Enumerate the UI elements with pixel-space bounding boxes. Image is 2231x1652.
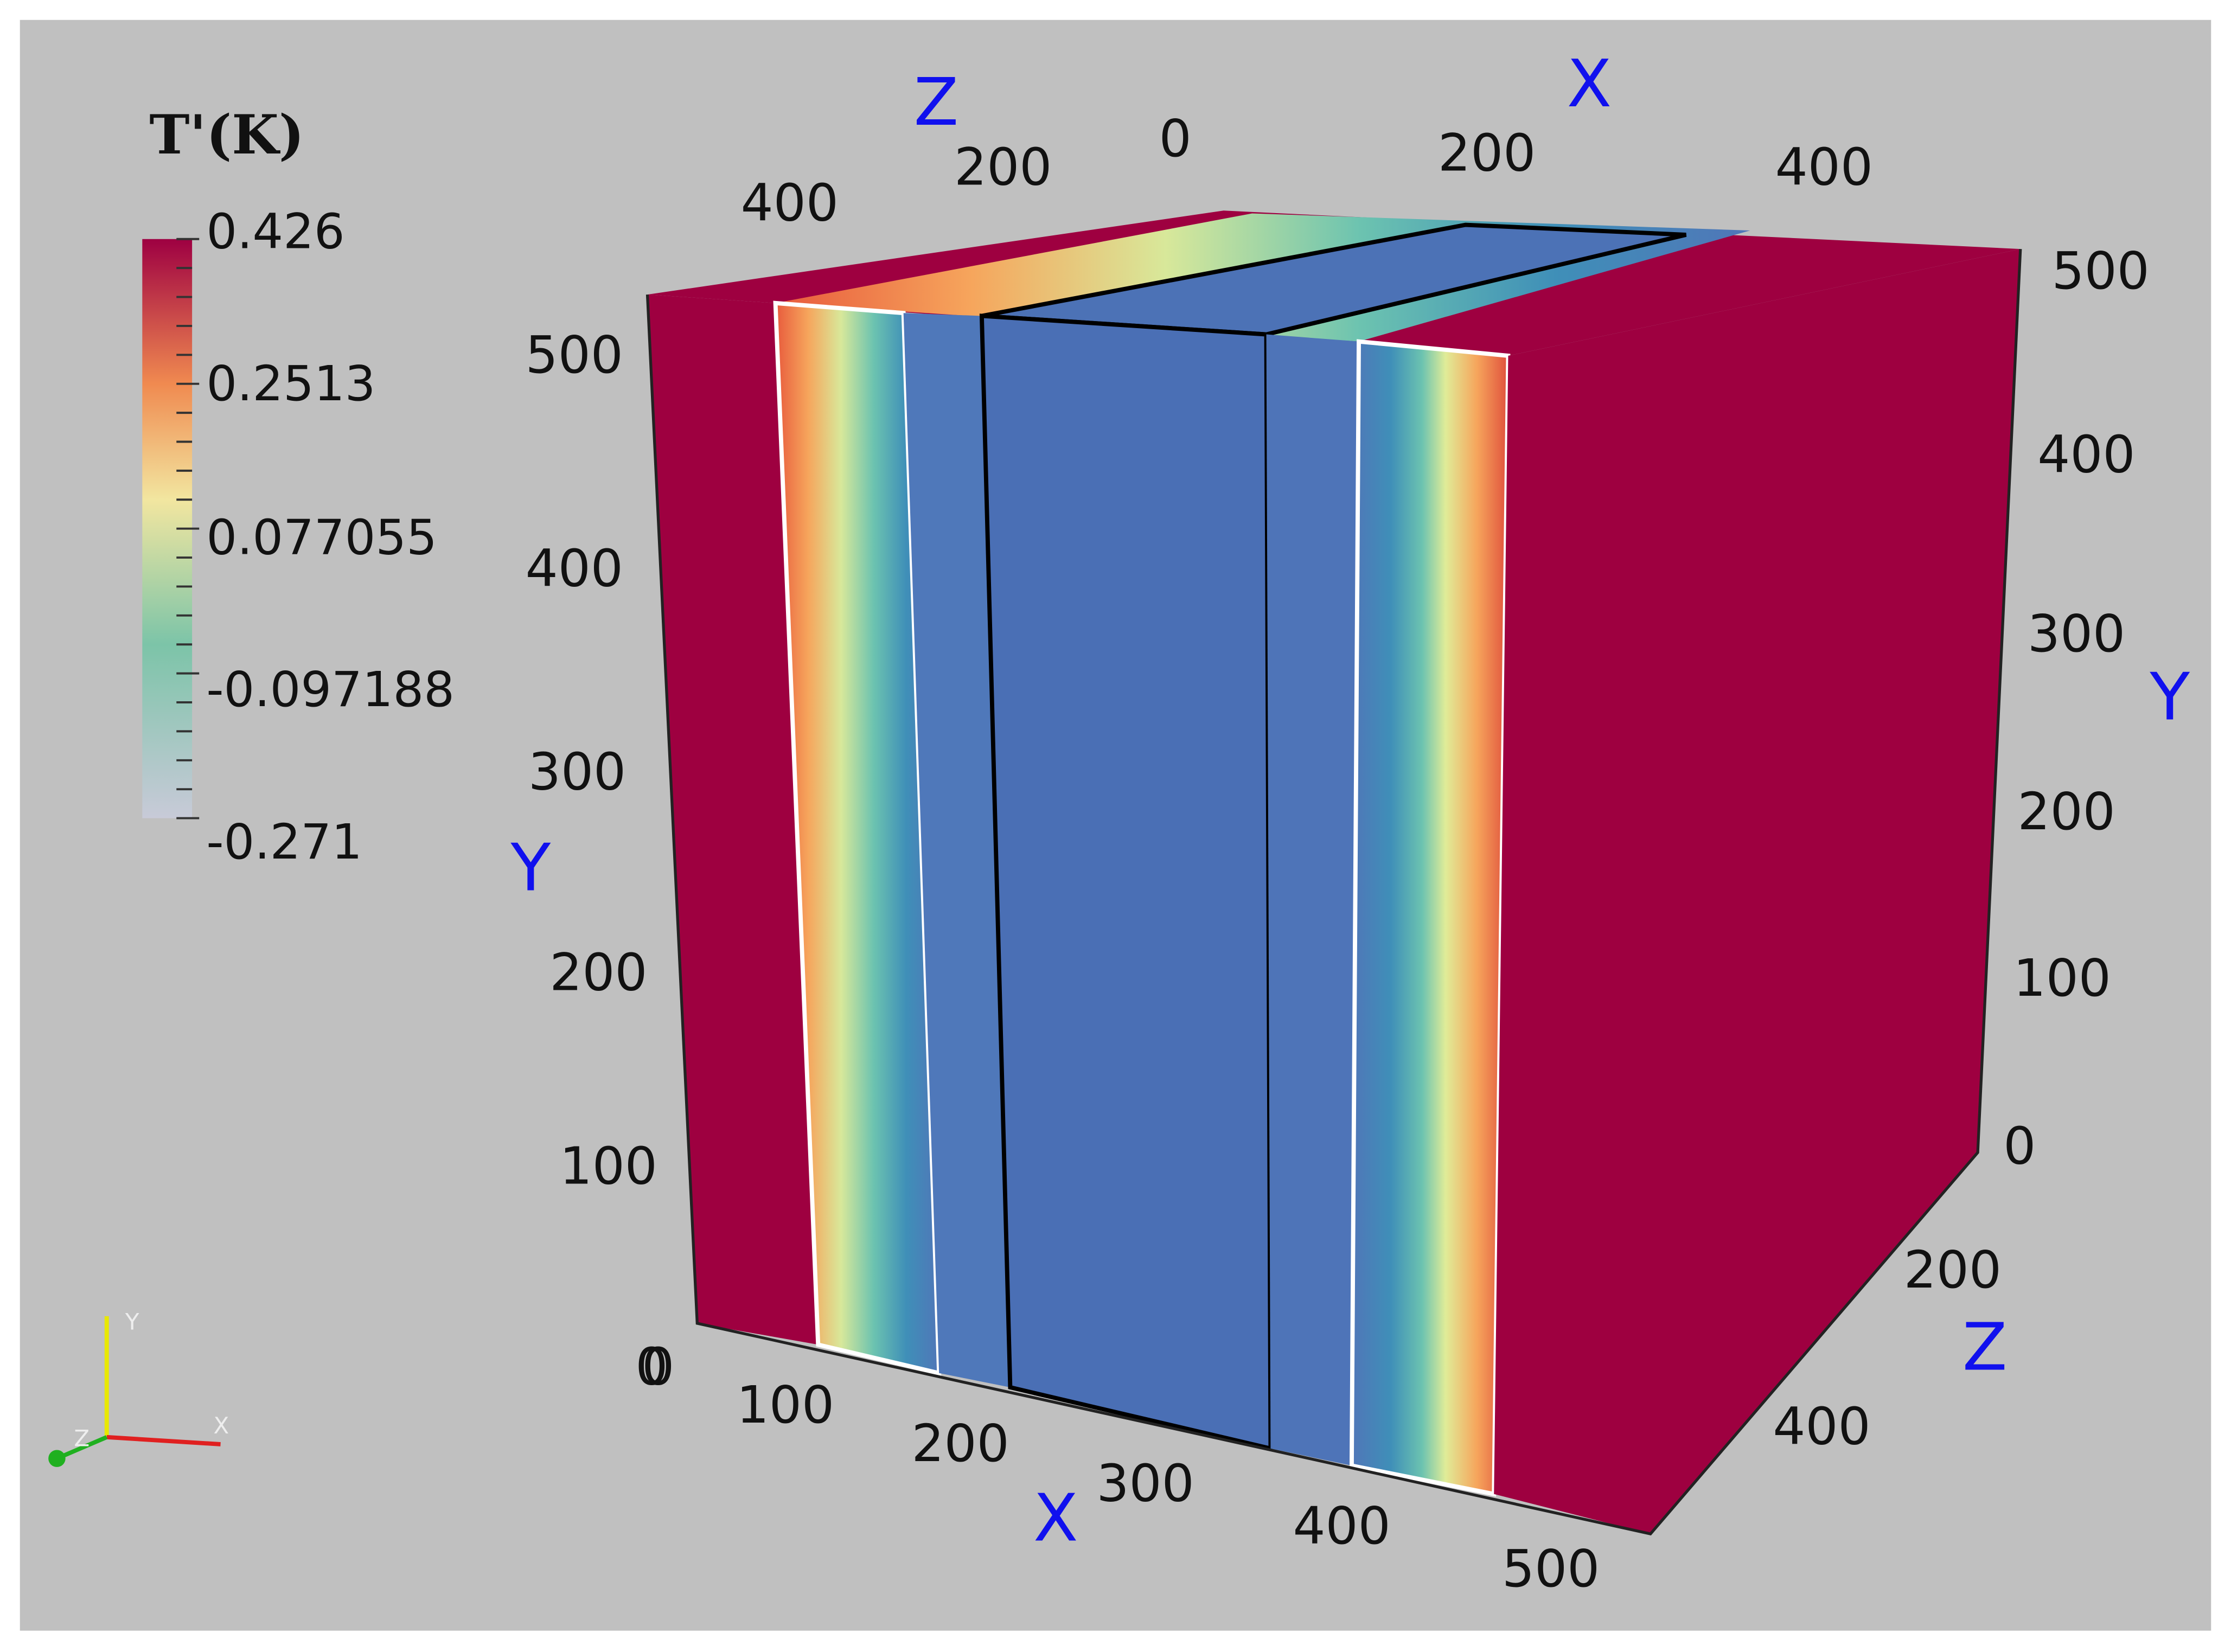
tick-label: 0 <box>642 1337 674 1397</box>
tick-label: 400 <box>741 173 839 233</box>
tick-label: 200 <box>954 138 1052 197</box>
blue-slab <box>903 313 1011 1388</box>
colorbar-label: -0.097188 <box>206 662 455 718</box>
right-face <box>1494 249 2021 1534</box>
tick-label: 0 <box>635 1337 668 1397</box>
orientation-z <box>56 1435 108 1461</box>
axis-edge <box>645 249 2022 1536</box>
orientation-label: X <box>213 1412 229 1439</box>
axis-title: Y <box>2149 659 2190 735</box>
tick-label: 100 <box>560 1136 657 1196</box>
tick-label: 200 <box>2018 782 2115 842</box>
tick-label: 100 <box>737 1375 834 1435</box>
axis-title: Z <box>914 65 959 140</box>
colorbar-label: 0.426 <box>206 203 344 260</box>
tick-label: 500 <box>2051 241 2149 301</box>
tick-label: 300 <box>2028 604 2125 664</box>
tick-label: 200 <box>549 943 647 1003</box>
orientation-x <box>106 1435 221 1446</box>
tick-label: 200 <box>1438 123 1536 183</box>
blue-slab <box>1266 334 1359 1466</box>
colorbar-label: 0.077055 <box>206 509 437 566</box>
left-slab <box>773 300 942 1376</box>
tick-label: 200 <box>911 1414 1009 1474</box>
labels: T'(K) 0.426 0.2513 0.077055 -0.097188 -0.271 Z… <box>74 46 2190 1599</box>
tick-label: 500 <box>1502 1539 1600 1599</box>
colorbar-label: -0.271 <box>206 814 362 870</box>
left-face <box>647 294 819 1345</box>
tick-label: 300 <box>528 742 626 802</box>
axis-title: Y <box>510 830 551 906</box>
colorbar-title: T'(K) <box>149 103 304 167</box>
tick-label: 400 <box>1775 138 1873 197</box>
colorbar-ticks <box>176 238 200 819</box>
tick-label: 300 <box>1096 1454 1194 1514</box>
tick-label: 0 <box>2003 1117 2036 1176</box>
center-block <box>979 313 1273 1451</box>
tick-label: 400 <box>1293 1496 1390 1556</box>
tick-label: 0 <box>1159 109 1192 169</box>
orientation-label: Z <box>74 1425 90 1452</box>
tick-label: 400 <box>526 539 623 599</box>
colorbar-label: 0.2513 <box>206 356 375 412</box>
axis-title: Z <box>1962 1310 2008 1386</box>
right-slab <box>1349 339 1511 1497</box>
axis-title: X <box>1033 1480 1078 1556</box>
tick-label: 400 <box>2037 425 2135 485</box>
orientation-label: Y <box>125 1308 139 1335</box>
tick-label: 500 <box>526 325 623 385</box>
tick-label: 200 <box>1904 1240 2002 1300</box>
orientation-origin <box>48 1450 66 1467</box>
axis-title: X <box>1567 46 1612 122</box>
tick-label: 400 <box>1773 1397 1870 1457</box>
tick-label: 100 <box>2013 949 2111 1008</box>
